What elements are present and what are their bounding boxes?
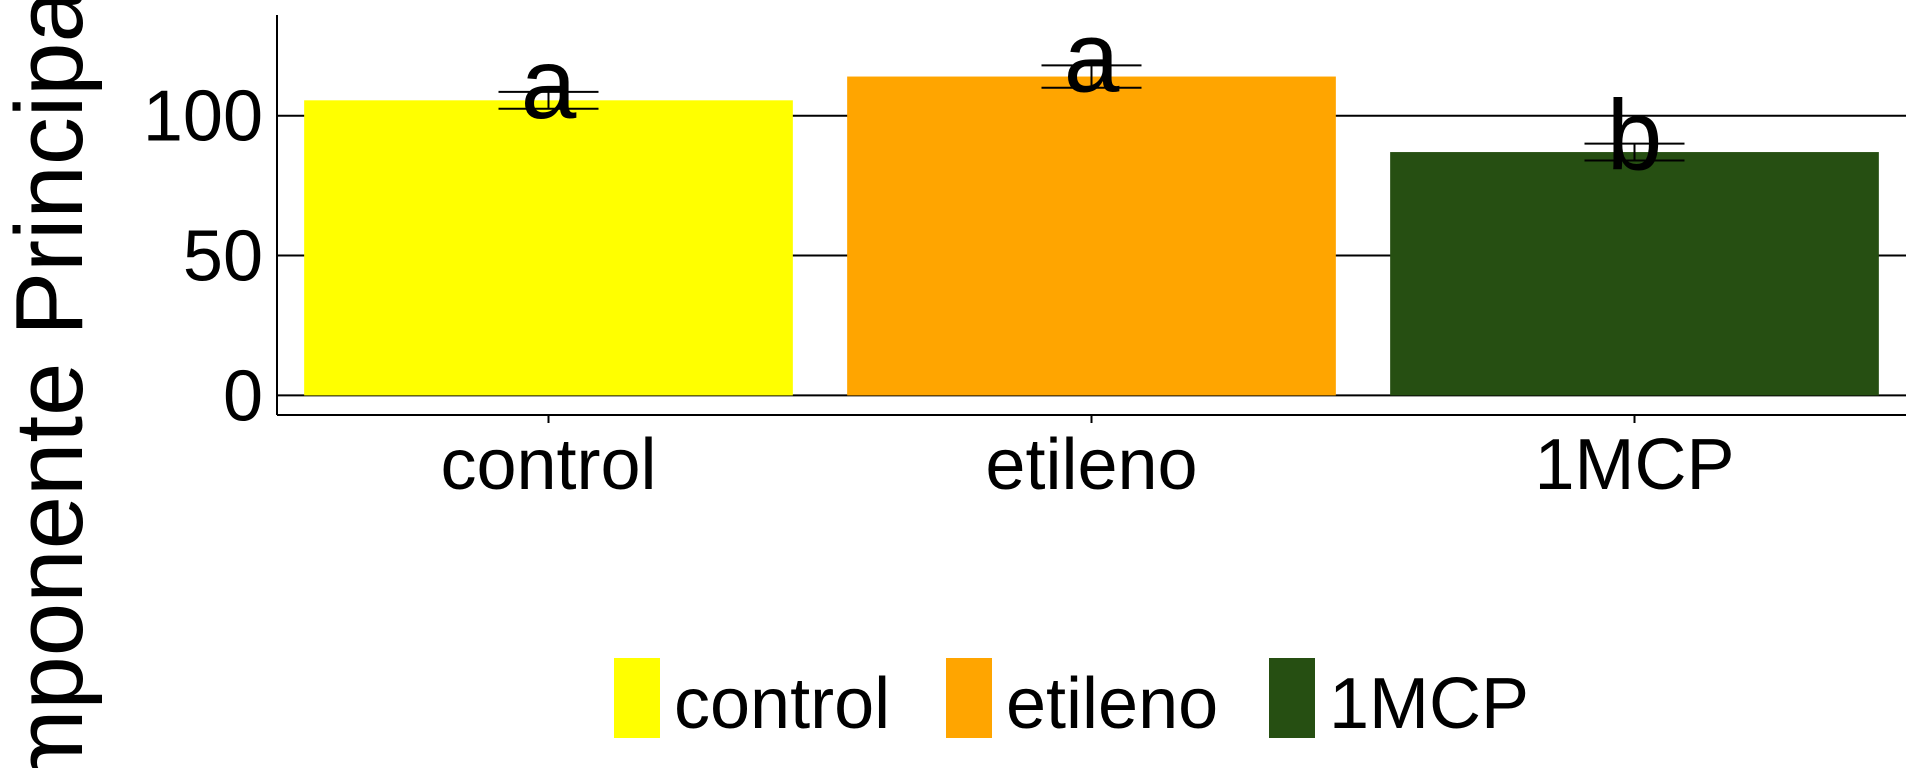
legend-label-1MCP: 1MCP xyxy=(1329,664,1529,744)
error-bars xyxy=(498,64,1685,162)
legend-swatch-control xyxy=(614,658,660,738)
x-tick-label-1MCP: 1MCP xyxy=(1534,425,1734,505)
y-tick-label: 0 xyxy=(223,356,263,436)
significance-letters: a ab xyxy=(521,1,1663,191)
bar-etileno xyxy=(847,76,1336,396)
y-tick-labels: 0 50 100 xyxy=(143,77,263,437)
x-tick-label-control: control xyxy=(440,425,656,505)
legend: control etileno 1MCP xyxy=(614,658,1529,744)
legend-label-control: control xyxy=(674,664,890,744)
bars xyxy=(304,76,1879,396)
significance-letter: a xyxy=(1064,1,1120,113)
y-tick-label: 100 xyxy=(143,77,263,157)
bar-1MCP xyxy=(1390,152,1879,396)
legend-swatch-1MCP xyxy=(1269,658,1315,738)
bar-control xyxy=(304,100,793,396)
x-tick-label-etileno: etileno xyxy=(985,425,1197,505)
y-axis-title: Componente Principal xyxy=(0,0,103,768)
significance-letter: b xyxy=(1607,80,1663,192)
legend-label-etileno: etileno xyxy=(1006,664,1218,744)
legend-swatch-etileno xyxy=(946,658,992,738)
x-tick-labels: control etileno 1MCP xyxy=(440,415,1735,505)
y-tick-label: 50 xyxy=(183,217,263,297)
significance-letter: a xyxy=(521,28,577,140)
